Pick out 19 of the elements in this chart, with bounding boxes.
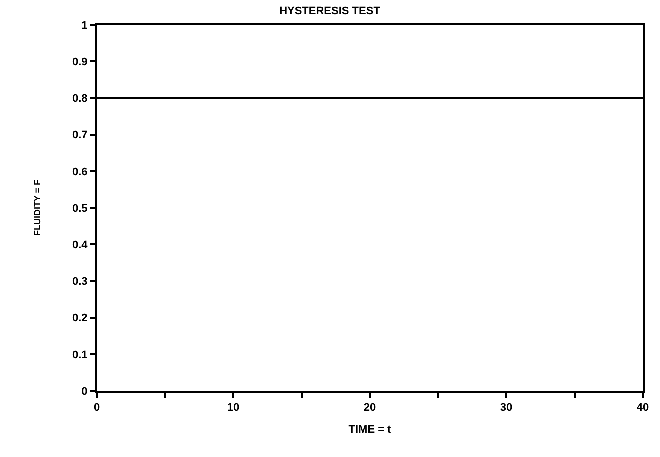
y-axis-title: FLUIDITY = F (32, 179, 42, 236)
x-tick-label: 10 (227, 402, 240, 414)
y-tick-label: 0 (82, 386, 88, 398)
y-tick-label: 0.3 (72, 276, 88, 288)
chart-title: HYSTERESIS TEST (280, 6, 381, 18)
x-tick-label: 40 (636, 402, 650, 414)
y-tick-label: 0.9 (72, 56, 88, 68)
x-tick-label: 30 (500, 402, 513, 414)
y-tick-label: 0.2 (72, 312, 88, 325)
y-tick-label: 0.6 (72, 166, 88, 178)
x-axis-title: TIME = t (348, 424, 392, 436)
x-tick-label: 0 (94, 402, 100, 414)
y-tick-label: 1 (82, 20, 88, 32)
y-tick-label: 0.5 (72, 202, 88, 215)
x-tick-label: 20 (364, 402, 376, 414)
y-tick-label: 0.1 (72, 349, 88, 362)
y-tick-label: 0.8 (72, 93, 88, 106)
y-tick-label: 0.7 (72, 130, 88, 142)
y-tick-label: 0.4 (72, 239, 89, 252)
